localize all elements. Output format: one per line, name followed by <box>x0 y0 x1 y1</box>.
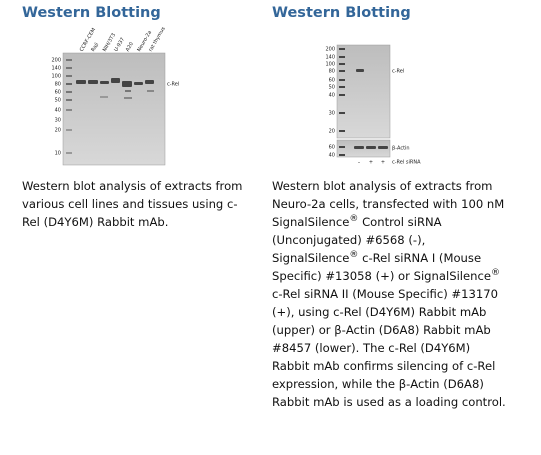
marker-label: 100 <box>325 62 335 68</box>
caption: Western blot analysis of extracts from v… <box>22 177 244 231</box>
lane-label: A20 <box>125 41 135 52</box>
marker-label: 40 <box>55 108 61 114</box>
caption-text: Western blot analysis of extracts from N… <box>272 179 505 229</box>
marker-label: 80 <box>329 69 335 75</box>
marker-label: 60 <box>55 90 61 96</box>
superscript: ® <box>491 268 501 279</box>
marker-label: 30 <box>329 111 335 117</box>
superscript: ® <box>349 214 359 225</box>
marker-label: 20 <box>329 129 335 135</box>
marker-label: 50 <box>55 98 61 104</box>
caption-text: c-Rel siRNA II (Mouse Specific) #13170 (… <box>272 287 506 409</box>
marker-label: 10 <box>55 151 61 157</box>
heading: Western Blotting <box>272 5 411 21</box>
marker-label: 200 <box>51 58 61 64</box>
blot-left <box>62 52 166 166</box>
blot-right <box>336 44 391 158</box>
treatment-sign: + <box>381 160 385 166</box>
caption-text: c-Rel siRNA I (Mouse Specific) #13058 (+… <box>272 251 492 283</box>
marker-label: 80 <box>55 82 61 88</box>
marker-label: 60 <box>329 145 335 151</box>
marker-label: 60 <box>329 78 335 84</box>
marker-label: 140 <box>325 55 335 61</box>
marker-label: 40 <box>329 93 335 99</box>
lane-label: Raji <box>90 42 100 53</box>
marker-label: 30 <box>55 118 61 124</box>
marker-label: 20 <box>55 128 61 134</box>
lane-label: rat thymus <box>148 26 167 53</box>
marker-label: 200 <box>325 47 335 53</box>
marker-label: 50 <box>329 85 335 91</box>
treatment-label: c-Rel siRNA <box>392 160 421 166</box>
band-label: c-Rel <box>167 82 179 88</box>
marker-label: 40 <box>329 153 335 159</box>
superscript: ® <box>349 250 359 261</box>
marker-label: 140 <box>51 66 61 72</box>
treatment-sign: – <box>358 160 361 166</box>
band-label: β-Actin <box>392 146 410 152</box>
caption: Western blot analysis of extracts from N… <box>272 177 508 411</box>
band-label: c-Rel <box>392 69 404 75</box>
caption-text: Control siRNA (Unconjugated) #6568 (-), … <box>272 215 442 265</box>
caption-text: Western blot analysis of extracts from v… <box>22 179 243 229</box>
treatment-sign: + <box>369 160 373 166</box>
heading: Western Blotting <box>22 5 161 21</box>
marker-label: 100 <box>51 74 61 80</box>
